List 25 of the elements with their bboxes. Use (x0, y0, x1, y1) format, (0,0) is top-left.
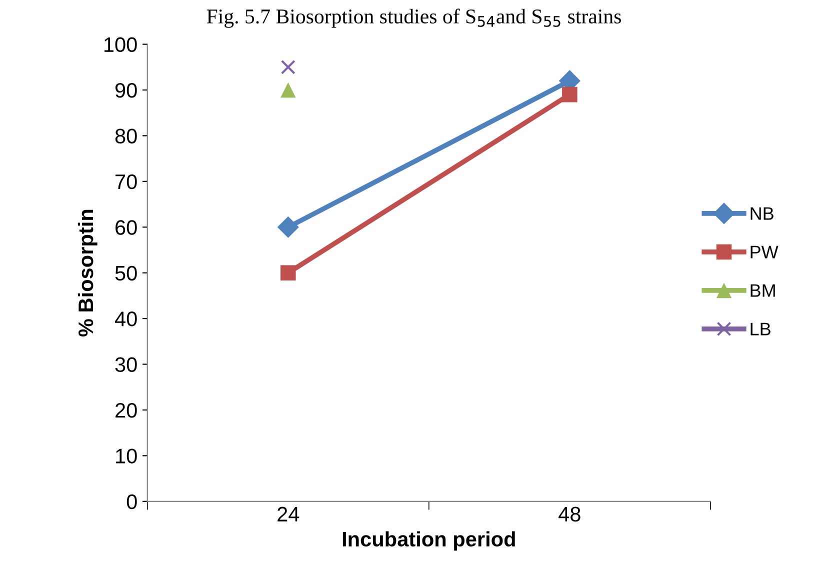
y-tick-label: 20 (116, 402, 137, 418)
y-tick-label: 70 (116, 174, 137, 190)
y-tick-label: 50 (115, 266, 137, 281)
x-tick-label: 24 (278, 506, 300, 522)
x-tick-label: 48 (558, 506, 580, 522)
legend-label: PW (750, 246, 778, 258)
point (280, 60, 296, 74)
point (280, 265, 296, 280)
y-tick-label: 30 (115, 357, 137, 372)
y-tick-label: 0 (126, 494, 137, 510)
legend-label: LB (750, 322, 770, 336)
legend-label: NB (750, 207, 774, 220)
y-axis-title: % Biosorptin (78, 210, 98, 337)
y-tick-label: 60 (116, 220, 137, 235)
point (562, 86, 578, 102)
y-tick-label: 40 (114, 312, 137, 326)
point (277, 216, 299, 238)
y-tick-label: 80 (115, 128, 137, 144)
y-tick-label: 100 (104, 37, 137, 52)
y-tick-label: 10 (116, 448, 137, 464)
legend-label: BM (750, 284, 775, 297)
chart-title: Fig. 5.7 Biosorption studies of S$_{54}$and S$_{55}$ strains (206, 8, 621, 28)
x-axis-title: Incubation period (342, 531, 515, 551)
point (280, 82, 296, 98)
y-tick-label: 90 (115, 82, 137, 98)
